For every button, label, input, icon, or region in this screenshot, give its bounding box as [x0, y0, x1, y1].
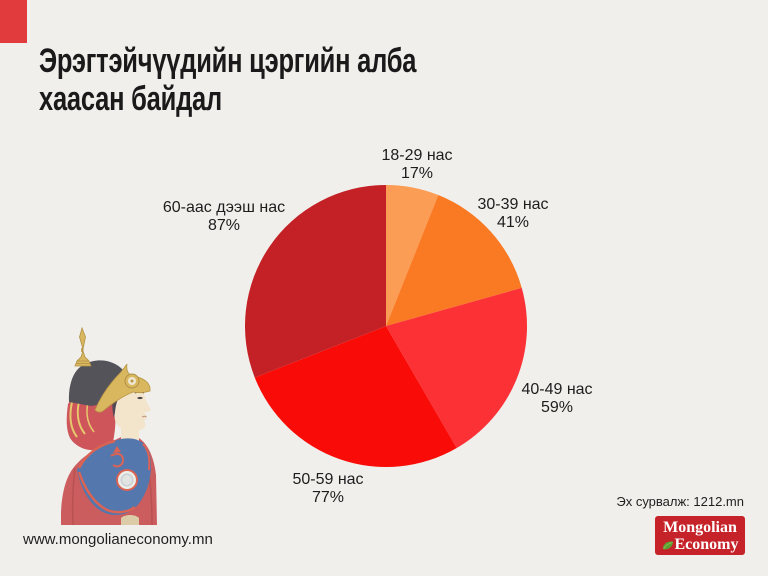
pie-chart-svg: [244, 184, 527, 468]
pie-label-50-59-name: 50-59 нас: [292, 471, 364, 488]
publisher-logo-line2: Economy: [674, 535, 739, 553]
page-title: Эрэгтэйчүүдийн цэргийн алба хаасан байда…: [39, 42, 416, 118]
pie-label-40-49-pct: 59%: [540, 399, 574, 416]
publisher-logo-line1: Mongolian: [663, 518, 737, 536]
pie-label-40-49-name: 40-49 нас: [521, 381, 593, 398]
pie-label-50-59: 50-59 нас 77%: [292, 471, 363, 507]
pie-slice-0: [386, 185, 439, 326]
footer-url: www.mongolianeconomy.mn: [23, 531, 213, 548]
page-title-line1: Эрэгтэйчүүдийн цэргийн алба: [39, 42, 417, 80]
soldier-illustration: [61, 326, 157, 525]
pie-label-30-39: 30-39 нас 41%: [477, 196, 548, 232]
pie-label-18-29-pct: 17%: [400, 165, 434, 182]
accent-square: [0, 0, 27, 43]
page-title-line2: хаасан байдал: [39, 80, 222, 118]
leaf-icon: [662, 541, 673, 550]
pie-label-60-plus: 60-аас дээш нас 87%: [163, 199, 285, 235]
pie-slice-4: [244, 184, 386, 378]
pie-label-18-29: 18-29 нас 17%: [381, 147, 452, 183]
pie-chart: [244, 184, 527, 468]
source-label: Эх сурвалж: 1212.mn: [616, 494, 744, 509]
pie-slice-1: [386, 195, 522, 326]
pie-label-40-49: 40-49 нас 59%: [521, 381, 592, 417]
pie-label-60-plus-name: 60-аас дээш нас: [162, 199, 286, 216]
pie-label-60-plus-pct: 87%: [207, 217, 241, 234]
pie-slice-2: [386, 287, 527, 448]
pie-label-18-29-name: 18-29 нас: [381, 147, 453, 164]
pie-label-30-39-name: 30-39 нас: [477, 196, 549, 213]
publisher-logo: Mongolian Economy: [655, 516, 745, 555]
pie-slice-3: [254, 326, 457, 468]
pie-label-50-59-pct: 77%: [311, 489, 345, 506]
pie-label-30-39-pct: 41%: [496, 214, 530, 231]
